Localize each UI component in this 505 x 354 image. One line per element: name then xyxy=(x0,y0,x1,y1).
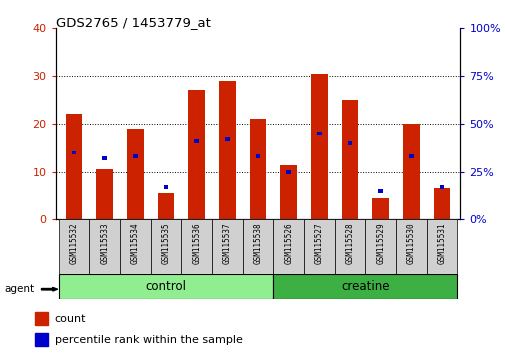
Text: agent: agent xyxy=(4,284,34,294)
Bar xyxy=(212,219,242,274)
Bar xyxy=(158,193,174,219)
Bar xyxy=(72,151,76,154)
Bar xyxy=(242,219,273,274)
Bar xyxy=(347,141,351,145)
Text: GSM115529: GSM115529 xyxy=(376,222,384,264)
Bar xyxy=(225,137,229,141)
Bar xyxy=(378,189,382,193)
Bar xyxy=(188,91,205,219)
Text: GSM115527: GSM115527 xyxy=(314,222,323,264)
Text: count: count xyxy=(55,314,86,324)
Text: GSM115536: GSM115536 xyxy=(192,222,201,264)
Bar xyxy=(120,219,150,274)
Bar xyxy=(219,81,235,219)
Text: GSM115537: GSM115537 xyxy=(223,222,231,264)
Bar xyxy=(402,124,419,219)
Text: GSM115534: GSM115534 xyxy=(131,222,139,264)
Bar xyxy=(150,219,181,274)
Bar xyxy=(249,119,266,219)
Bar xyxy=(395,219,426,274)
Bar xyxy=(372,198,388,219)
Bar xyxy=(426,219,457,274)
Bar xyxy=(408,154,413,158)
Bar xyxy=(89,219,120,274)
Text: GDS2765 / 1453779_at: GDS2765 / 1453779_at xyxy=(56,16,210,29)
Text: control: control xyxy=(145,280,186,293)
Bar xyxy=(304,219,334,274)
Text: GSM115526: GSM115526 xyxy=(284,222,292,264)
Bar xyxy=(255,154,260,158)
Bar xyxy=(334,219,365,274)
Bar xyxy=(59,274,273,299)
Text: GSM115538: GSM115538 xyxy=(253,222,262,264)
Text: GSM115528: GSM115528 xyxy=(345,222,354,264)
Bar xyxy=(433,188,449,219)
Bar xyxy=(164,185,168,189)
Bar xyxy=(273,219,304,274)
Bar xyxy=(273,274,457,299)
Bar xyxy=(439,185,443,189)
Bar xyxy=(317,132,321,135)
Text: GSM115535: GSM115535 xyxy=(161,222,170,264)
Bar xyxy=(365,219,395,274)
Bar xyxy=(102,156,107,160)
Bar xyxy=(133,154,137,158)
Bar xyxy=(311,74,327,219)
Bar xyxy=(181,219,212,274)
Bar xyxy=(280,165,296,219)
Bar xyxy=(66,114,82,219)
Bar xyxy=(35,333,48,346)
Bar xyxy=(127,129,143,219)
Bar xyxy=(286,170,290,173)
Bar xyxy=(59,219,89,274)
Text: GSM115532: GSM115532 xyxy=(69,222,78,264)
Text: GSM115530: GSM115530 xyxy=(406,222,415,264)
Text: percentile rank within the sample: percentile rank within the sample xyxy=(55,335,242,345)
Text: creatine: creatine xyxy=(340,280,389,293)
Bar xyxy=(96,169,113,219)
Text: GSM115533: GSM115533 xyxy=(100,222,109,264)
Bar xyxy=(35,312,48,325)
Bar xyxy=(194,139,198,143)
Text: GSM115531: GSM115531 xyxy=(437,222,446,264)
Bar xyxy=(341,100,358,219)
